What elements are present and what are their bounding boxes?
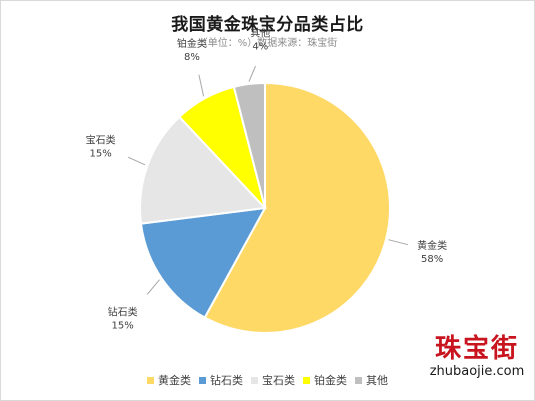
legend-swatch	[355, 376, 362, 384]
leader-line-1	[388, 239, 409, 246]
legend-item: 其他	[355, 372, 388, 388]
legend-item: 黄金类	[147, 372, 191, 388]
pie-slice-5	[232, 81, 266, 209]
leader-lines	[127, 65, 409, 295]
slice-value-label: 58%	[421, 254, 443, 265]
pie-slice-2	[139, 206, 267, 319]
slice-value-label: 15%	[89, 149, 111, 160]
watermark-brand-cn: 珠宝街	[434, 334, 519, 364]
legend-label: 铂金类	[314, 374, 347, 387]
leader-line-5	[248, 65, 256, 82]
slice-category-label: 宝石类	[86, 134, 116, 147]
leader-line-4	[198, 74, 205, 97]
chart-title: 我国黄金珠宝分品类占比	[171, 15, 364, 35]
slice-labels: 黄金类 58% 钻石类 15% 宝石类 15% 铂金类 8% 其他 4%	[86, 26, 448, 331]
slice-category-label: 其他	[250, 26, 270, 39]
brand-watermark: 珠宝街 zhubaojie.com	[422, 334, 532, 379]
pie-slice-1	[203, 81, 391, 334]
watermark-brand-en: zhubaojie.com	[429, 364, 525, 379]
slice-value-label: 4%	[252, 41, 268, 52]
leader-line-3	[127, 156, 146, 166]
legend-label: 钻石类	[210, 374, 243, 387]
legend-label: 宝石类	[262, 374, 295, 387]
legend-item: 铂金类	[303, 372, 347, 388]
legend-swatch	[303, 376, 310, 384]
legend-swatch	[147, 376, 154, 384]
legend-item: 钻石类	[199, 372, 243, 388]
slice-category-label: 黄金类	[417, 239, 447, 252]
leader-line-2	[146, 279, 160, 295]
legend-swatch	[251, 376, 258, 384]
chart-legend: 黄金类 钻石类 宝石类 铂金类 其他	[0, 372, 535, 388]
legend-label: 黄金类	[158, 374, 191, 387]
legend-item: 宝石类	[251, 372, 295, 388]
slice-category-label: 钻石类	[108, 305, 138, 318]
chart-subtitle: （单位：%）数据来源：珠宝街	[197, 38, 338, 49]
slice-value-label: 8%	[184, 52, 200, 63]
pie-slices	[139, 81, 391, 334]
legend-label: 其他	[366, 374, 388, 387]
pie-slice-3	[139, 115, 268, 225]
legend-swatch	[199, 376, 206, 384]
slice-category-label: 铂金类	[177, 37, 207, 50]
slice-value-label: 15%	[111, 320, 133, 331]
